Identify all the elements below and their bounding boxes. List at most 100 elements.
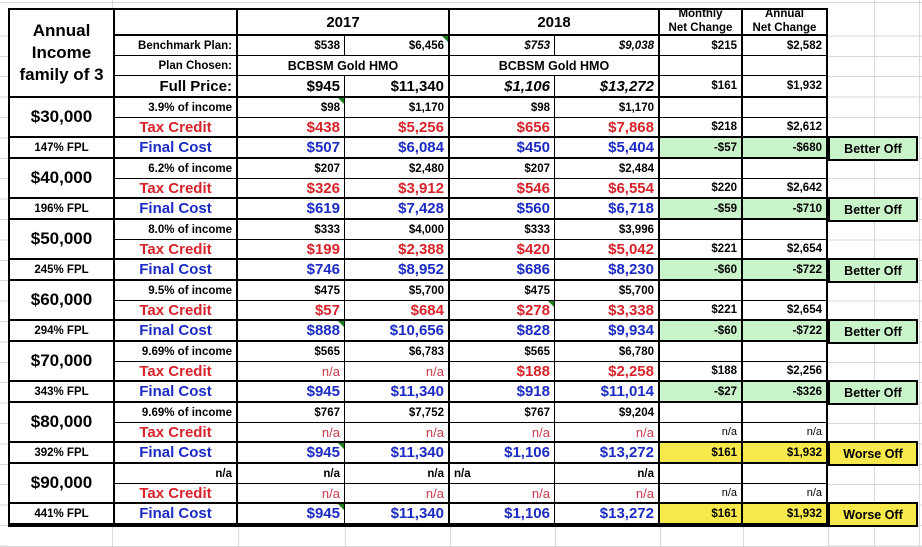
empty-cell[interactable]: [660, 98, 743, 118]
credit-net-monthly[interactable]: n/a: [660, 423, 743, 443]
pct-2017-monthly[interactable]: $333: [238, 220, 345, 240]
income-cell[interactable]: $40,000: [10, 159, 115, 199]
final-net-annual[interactable]: -$326: [743, 382, 826, 403]
pct-2017-annual[interactable]: $1,170: [345, 98, 450, 118]
empty-cell[interactable]: [743, 281, 826, 301]
full-price-net-monthly[interactable]: $161: [660, 76, 743, 98]
benchmark-label[interactable]: Benchmark Plan:: [115, 36, 238, 56]
final-2018-monthly[interactable]: $1,106: [450, 504, 555, 525]
credit-net-annual[interactable]: $2,612: [743, 118, 826, 138]
final-2018-annual[interactable]: $9,934: [555, 321, 660, 342]
final-2017-monthly[interactable]: $945: [238, 443, 345, 464]
final-2017-monthly[interactable]: $888: [238, 321, 345, 342]
final-cost-label[interactable]: Final Cost: [115, 382, 238, 403]
empty-cell[interactable]: [660, 281, 743, 301]
credit-2018-annual[interactable]: n/a: [555, 484, 660, 504]
credit-2018-annual[interactable]: $6,554: [555, 179, 660, 199]
final-net-annual[interactable]: -$680: [743, 138, 826, 159]
pct-2018-annual[interactable]: $5,700: [555, 281, 660, 301]
plan-chosen-2017[interactable]: BCBSM Gold HMO: [238, 56, 450, 76]
pct-2018-annual[interactable]: n/a: [555, 464, 660, 484]
pct-2017-annual[interactable]: $4,000: [345, 220, 450, 240]
pct-label[interactable]: 9.69% of income: [115, 342, 238, 362]
income-cell[interactable]: $80,000: [10, 403, 115, 443]
verdict-badge[interactable]: Worse Off: [828, 502, 918, 527]
verdict-badge[interactable]: Better Off: [828, 136, 918, 161]
pct-2018-monthly[interactable]: $333: [450, 220, 555, 240]
credit-2018-annual[interactable]: $7,868: [555, 118, 660, 138]
credit-2017-monthly[interactable]: n/a: [238, 362, 345, 382]
credit-2018-annual[interactable]: $2,258: [555, 362, 660, 382]
credit-2017-monthly[interactable]: $326: [238, 179, 345, 199]
pct-2018-monthly[interactable]: $475: [450, 281, 555, 301]
final-cost-label[interactable]: Final Cost: [115, 443, 238, 464]
credit-2017-annual[interactable]: $5,256: [345, 118, 450, 138]
credit-net-monthly[interactable]: $218: [660, 118, 743, 138]
benchmark-net-monthly[interactable]: $215: [660, 36, 743, 56]
full-price-2017-annual[interactable]: $11,340: [345, 76, 450, 98]
credit-net-annual[interactable]: $2,642: [743, 179, 826, 199]
final-2018-annual[interactable]: $5,404: [555, 138, 660, 159]
credit-2018-annual[interactable]: $5,042: [555, 240, 660, 260]
pct-2018-monthly[interactable]: $767: [450, 403, 555, 423]
tax-credit-label[interactable]: Tax Credit: [115, 118, 238, 138]
pct-2018-annual[interactable]: $6,780: [555, 342, 660, 362]
empty-cell[interactable]: [743, 403, 826, 423]
final-net-monthly[interactable]: -$27: [660, 382, 743, 403]
fpl-cell[interactable]: 245% FPL: [10, 260, 115, 281]
pct-2018-monthly[interactable]: $565: [450, 342, 555, 362]
final-2017-annual[interactable]: $6,084: [345, 138, 450, 159]
monthly-net-change-header[interactable]: Monthly Net Change: [660, 8, 743, 36]
credit-2017-monthly[interactable]: n/a: [238, 484, 345, 504]
final-cost-label[interactable]: Final Cost: [115, 260, 238, 281]
full-price-label[interactable]: Full Price:: [115, 76, 238, 98]
pct-2017-monthly[interactable]: $207: [238, 159, 345, 179]
benchmark-2018-monthly[interactable]: $753: [450, 36, 555, 56]
pct-label[interactable]: n/a: [115, 464, 238, 484]
final-2018-monthly[interactable]: $686: [450, 260, 555, 281]
pct-2017-annual[interactable]: $7,752: [345, 403, 450, 423]
empty-cell[interactable]: [660, 464, 743, 484]
final-net-annual[interactable]: $1,932: [743, 504, 826, 525]
pct-2018-annual[interactable]: $2,484: [555, 159, 660, 179]
tax-credit-label[interactable]: Tax Credit: [115, 240, 238, 260]
final-net-monthly[interactable]: -$60: [660, 321, 743, 342]
credit-2017-monthly[interactable]: $438: [238, 118, 345, 138]
credit-net-annual[interactable]: $2,654: [743, 301, 826, 321]
empty-cell[interactable]: [743, 464, 826, 484]
final-2018-annual[interactable]: $13,272: [555, 443, 660, 464]
pct-2017-annual[interactable]: n/a: [345, 464, 450, 484]
tax-credit-label[interactable]: Tax Credit: [115, 362, 238, 382]
blank-header-cell[interactable]: [115, 10, 238, 36]
year-2017-header[interactable]: 2017: [238, 10, 450, 36]
pct-2017-monthly[interactable]: $475: [238, 281, 345, 301]
empty-cell[interactable]: [660, 342, 743, 362]
final-net-annual[interactable]: -$722: [743, 260, 826, 281]
fpl-cell[interactable]: 294% FPL: [10, 321, 115, 342]
plan-chosen-label[interactable]: Plan Chosen:: [115, 56, 238, 76]
credit-2017-annual[interactable]: $684: [345, 301, 450, 321]
final-net-monthly[interactable]: -$57: [660, 138, 743, 159]
final-2018-annual[interactable]: $6,718: [555, 199, 660, 220]
benchmark-2017-monthly[interactable]: $538: [238, 36, 345, 56]
credit-net-monthly[interactable]: $220: [660, 179, 743, 199]
final-net-annual[interactable]: $1,932: [743, 443, 826, 464]
final-2017-annual[interactable]: $10,656: [345, 321, 450, 342]
pct-2018-annual[interactable]: $1,170: [555, 98, 660, 118]
fpl-cell[interactable]: 441% FPL: [10, 504, 115, 525]
pct-2017-monthly[interactable]: $565: [238, 342, 345, 362]
credit-2017-annual[interactable]: $2,388: [345, 240, 450, 260]
credit-2018-monthly[interactable]: $420: [450, 240, 555, 260]
tax-credit-label[interactable]: Tax Credit: [115, 179, 238, 199]
final-2017-annual[interactable]: $11,340: [345, 443, 450, 464]
final-cost-label[interactable]: Final Cost: [115, 504, 238, 525]
credit-2017-monthly[interactable]: n/a: [238, 423, 345, 443]
verdict-badge[interactable]: Better Off: [828, 319, 918, 344]
final-cost-label[interactable]: Final Cost: [115, 321, 238, 342]
credit-net-annual[interactable]: n/a: [743, 484, 826, 504]
pct-2017-annual[interactable]: $6,783: [345, 342, 450, 362]
pct-2017-monthly[interactable]: n/a: [238, 464, 345, 484]
pct-2017-annual[interactable]: $5,700: [345, 281, 450, 301]
pct-label[interactable]: 6.2% of income: [115, 159, 238, 179]
final-cost-label[interactable]: Final Cost: [115, 199, 238, 220]
